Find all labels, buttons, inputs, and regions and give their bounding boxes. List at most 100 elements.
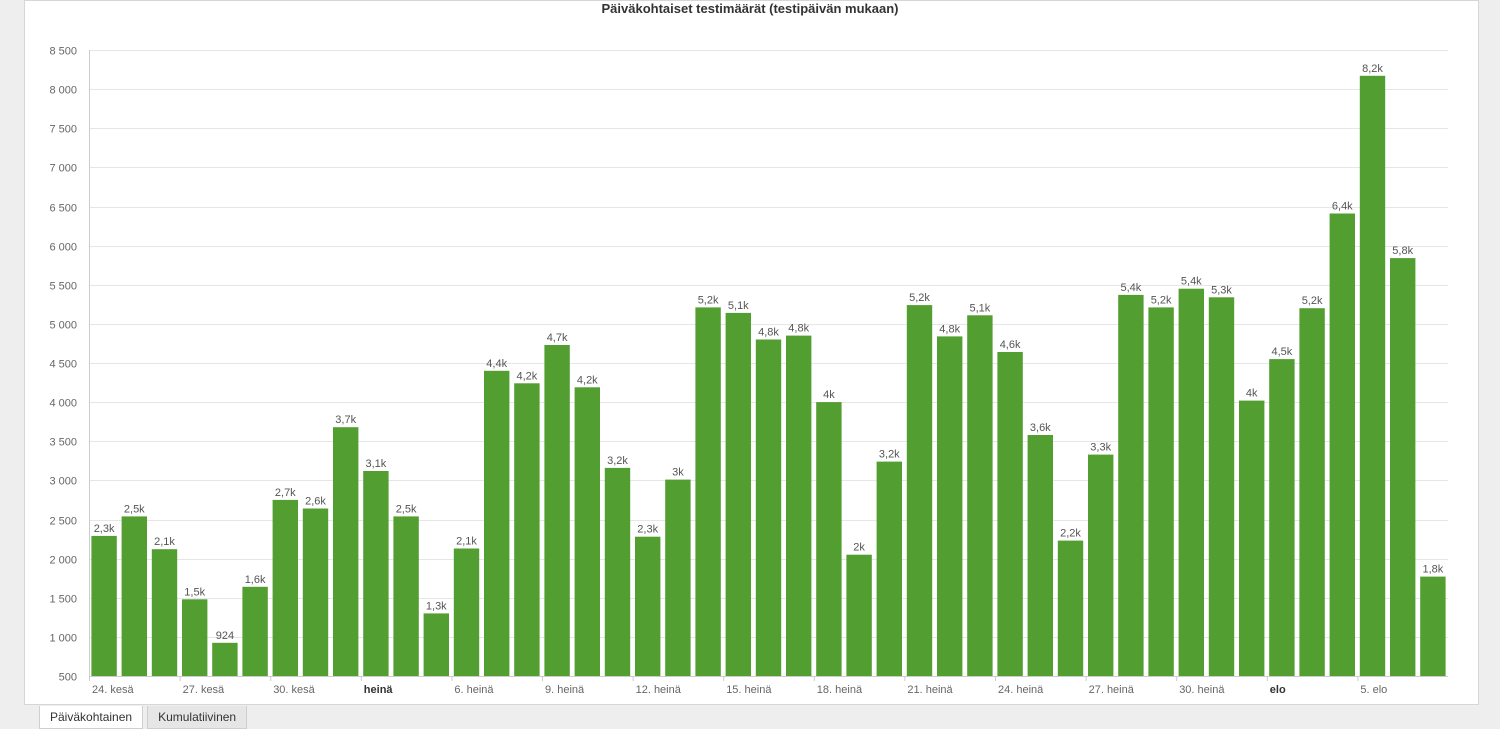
bar bbox=[876, 461, 902, 676]
bar bbox=[1118, 294, 1144, 676]
x-tick-label: 24. heinä bbox=[998, 684, 1044, 696]
data-label: 4,8k bbox=[939, 323, 960, 335]
bar bbox=[967, 315, 993, 676]
bar bbox=[695, 307, 721, 676]
bar-chart: 500 1 000 1 500 2 000 2 500 3 000 3 500 4 000 4 … bbox=[49, 46, 1448, 696]
y-tick-label: 8 000 bbox=[49, 85, 77, 97]
bar bbox=[1329, 213, 1355, 676]
data-label: 1,5k bbox=[184, 586, 205, 598]
data-label: 1,3k bbox=[426, 600, 447, 612]
data-label: 4,5k bbox=[1272, 346, 1293, 358]
data-label: 2,1k bbox=[154, 536, 175, 548]
bar bbox=[453, 548, 480, 676]
data-label: 8,2k bbox=[1362, 63, 1383, 75]
data-label: 5,2k bbox=[1302, 295, 1323, 307]
data-label: 3k bbox=[672, 467, 684, 479]
bar bbox=[484, 370, 510, 676]
x-tick-label: 24. kesä bbox=[92, 684, 134, 696]
x-tick-label: 27. heinä bbox=[1089, 684, 1135, 696]
bar bbox=[1178, 288, 1204, 676]
y-tick-label: 3 000 bbox=[49, 476, 77, 488]
chart-panel bbox=[24, 0, 1479, 705]
x-tick-label: 5. elo bbox=[1360, 684, 1387, 696]
bar bbox=[755, 339, 782, 676]
y-tick-label: 2 500 bbox=[49, 516, 77, 528]
bar bbox=[423, 613, 449, 676]
bar bbox=[725, 312, 751, 676]
data-label: 1,8k bbox=[1423, 564, 1444, 576]
data-label: 5,2k bbox=[1151, 294, 1172, 306]
data-label: 2,2k bbox=[1060, 528, 1081, 540]
y-tick-label: 5 500 bbox=[49, 281, 77, 293]
y-tick-label: 2 000 bbox=[49, 555, 77, 567]
data-label: 2,1k bbox=[456, 536, 477, 548]
x-tick-label: 27. kesä bbox=[183, 684, 225, 696]
bar bbox=[1027, 435, 1053, 676]
x-tick-label: 15. heinä bbox=[726, 684, 772, 696]
bar bbox=[786, 335, 812, 676]
data-label: 2,3k bbox=[637, 524, 658, 536]
data-label: 5,3k bbox=[1211, 284, 1232, 296]
bar bbox=[121, 516, 147, 676]
x-tick-label: heinä bbox=[364, 684, 394, 696]
x-tick-label: 21. heinä bbox=[907, 684, 953, 696]
data-label: 4,7k bbox=[547, 332, 568, 344]
x-tick-label: 18. heinä bbox=[817, 684, 863, 696]
bar bbox=[1148, 307, 1174, 676]
bar bbox=[91, 535, 117, 676]
bar bbox=[242, 586, 268, 676]
chart-title: Päiväkohtaiset testimäärät (testipäivän … bbox=[601, 1, 899, 16]
data-label: 1,6k bbox=[245, 574, 266, 586]
bar bbox=[212, 642, 238, 676]
x-tick-label: 9. heinä bbox=[545, 684, 585, 696]
tab-daily[interactable]: Päiväkohtainen bbox=[39, 706, 144, 729]
x-tick-label: elo bbox=[1270, 684, 1286, 696]
data-label: 3,3k bbox=[1090, 442, 1111, 454]
bar bbox=[182, 599, 208, 676]
data-label: 4,6k bbox=[1000, 339, 1021, 351]
y-tick-label: 4 500 bbox=[49, 359, 77, 371]
bar bbox=[151, 549, 178, 676]
y-tick-label: 8 500 bbox=[49, 46, 77, 58]
y-tick-label: 500 bbox=[59, 672, 77, 684]
data-label: 2,5k bbox=[124, 503, 145, 515]
data-label: 3,6k bbox=[1030, 422, 1051, 434]
x-tick-label: 12. heinä bbox=[636, 684, 682, 696]
data-label: 4,8k bbox=[788, 323, 809, 335]
x-tick-label: 30. kesä bbox=[273, 684, 315, 696]
x-tick-label: 30. heinä bbox=[1179, 684, 1225, 696]
data-label: 5,1k bbox=[970, 302, 991, 314]
x-tick-label: 6. heinä bbox=[454, 684, 494, 696]
bar bbox=[544, 345, 570, 676]
bar bbox=[272, 499, 298, 676]
y-tick-label: 7 500 bbox=[49, 124, 77, 136]
y-tick-label: 5 000 bbox=[49, 320, 77, 332]
bar bbox=[635, 536, 661, 676]
data-label: 5,2k bbox=[909, 292, 930, 304]
bar bbox=[846, 554, 872, 676]
bar bbox=[604, 467, 631, 676]
data-label: 4k bbox=[823, 389, 835, 401]
bar bbox=[1208, 297, 1235, 676]
bar bbox=[1299, 308, 1325, 676]
y-tick-label: 7 000 bbox=[49, 163, 77, 175]
data-label: 924 bbox=[216, 630, 234, 642]
y-tick-label: 6 000 bbox=[49, 242, 77, 254]
data-label: 3,2k bbox=[607, 455, 628, 467]
data-label: 5,2k bbox=[698, 294, 719, 306]
data-label: 5,4k bbox=[1121, 282, 1142, 294]
data-label: 4k bbox=[1246, 388, 1258, 400]
bar bbox=[937, 336, 963, 676]
data-label: 5,1k bbox=[728, 300, 749, 312]
bar bbox=[665, 479, 691, 676]
y-tick-label: 6 500 bbox=[49, 203, 77, 215]
bar bbox=[393, 516, 419, 676]
bar bbox=[1390, 258, 1416, 676]
bar bbox=[574, 387, 600, 676]
data-label: 5,4k bbox=[1181, 276, 1202, 288]
bar bbox=[1359, 75, 1386, 677]
tab-cumulative[interactable]: Kumulatiivinen bbox=[147, 706, 248, 729]
y-tick-label: 3 500 bbox=[49, 437, 77, 449]
bar bbox=[906, 305, 933, 676]
data-label: 4,4k bbox=[486, 358, 507, 370]
